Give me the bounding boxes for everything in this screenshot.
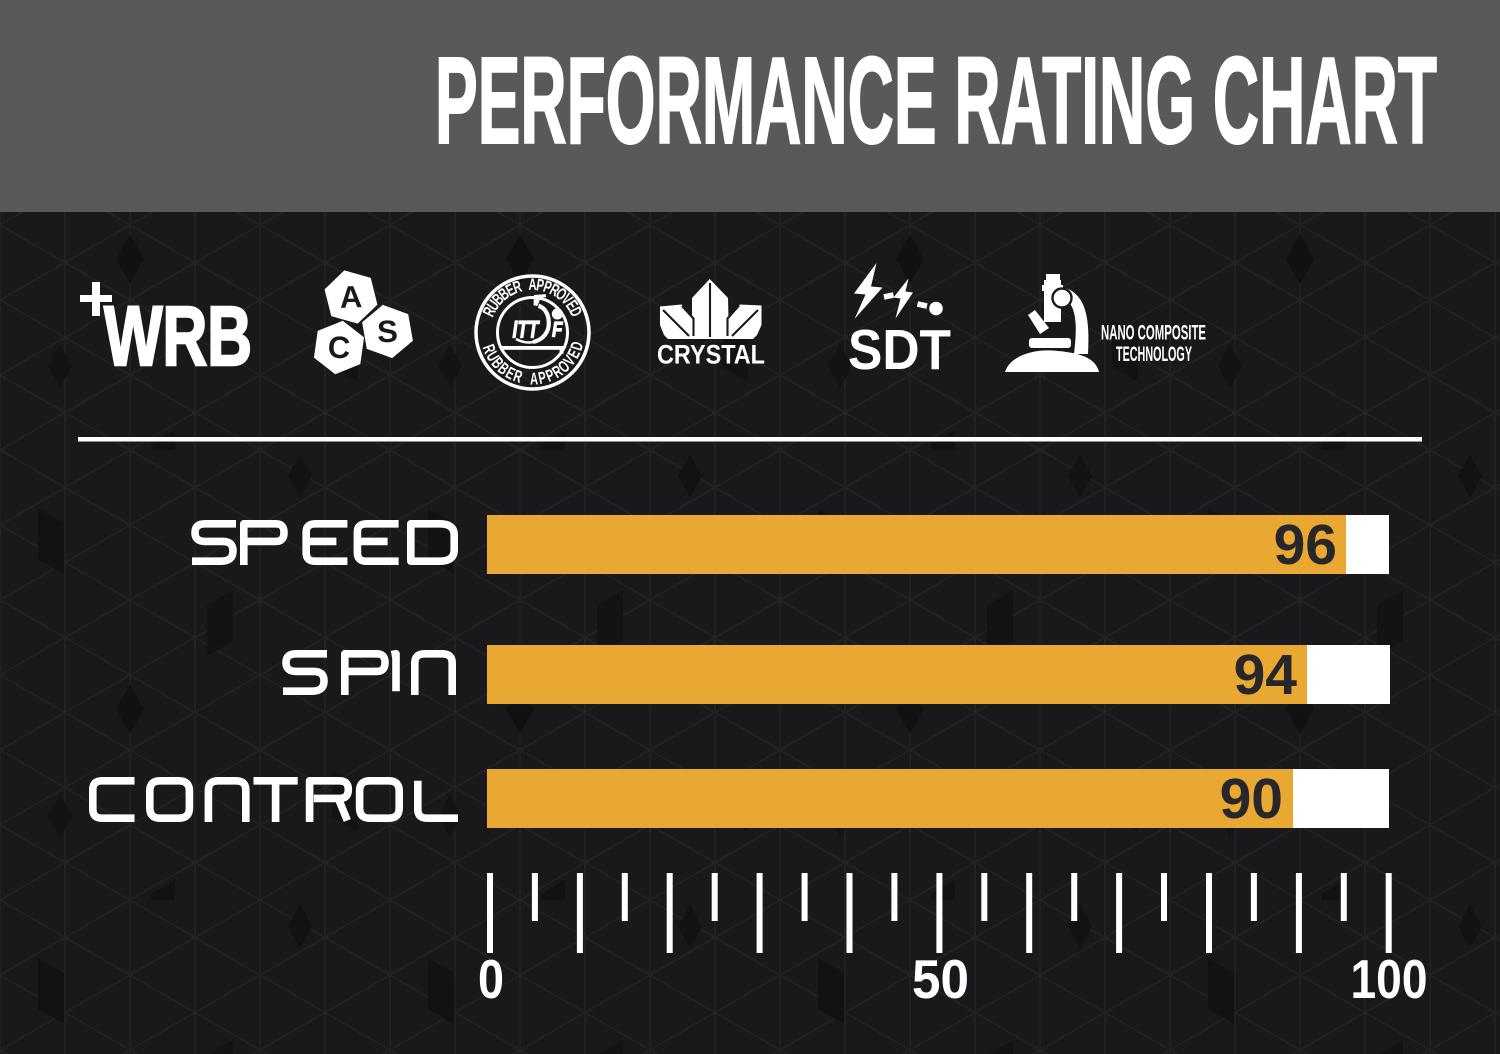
svg-text:A: A bbox=[528, 276, 537, 295]
svg-text:P: P bbox=[535, 276, 546, 296]
svg-text:S: S bbox=[377, 314, 399, 350]
svg-text:P: P bbox=[537, 369, 549, 389]
svg-text:NANO COMPOSITE: NANO COMPOSITE bbox=[1101, 322, 1206, 345]
svg-text:90: 90 bbox=[1220, 767, 1283, 831]
svg-text:A: A bbox=[339, 279, 363, 315]
svg-text:50: 50 bbox=[912, 948, 969, 1010]
svg-text:100: 100 bbox=[1351, 948, 1428, 1010]
svg-text:WRB: WRB bbox=[104, 289, 252, 383]
svg-text:PERFORMANCE RATING CHART: PERFORMANCE RATING CHART bbox=[435, 33, 1437, 170]
svg-text:96: 96 bbox=[1274, 513, 1337, 577]
svg-text:F: F bbox=[552, 319, 563, 342]
svg-text:C: C bbox=[327, 330, 351, 366]
svg-text:A: A bbox=[530, 370, 539, 389]
svg-text:0: 0 bbox=[478, 948, 504, 1010]
svg-text:SDT: SDT bbox=[848, 318, 951, 382]
svg-text:TECHNOLOGY: TECHNOLOGY bbox=[1116, 343, 1192, 366]
svg-text:CRYSTAL: CRYSTAL bbox=[657, 340, 765, 370]
svg-text:94: 94 bbox=[1234, 643, 1298, 707]
